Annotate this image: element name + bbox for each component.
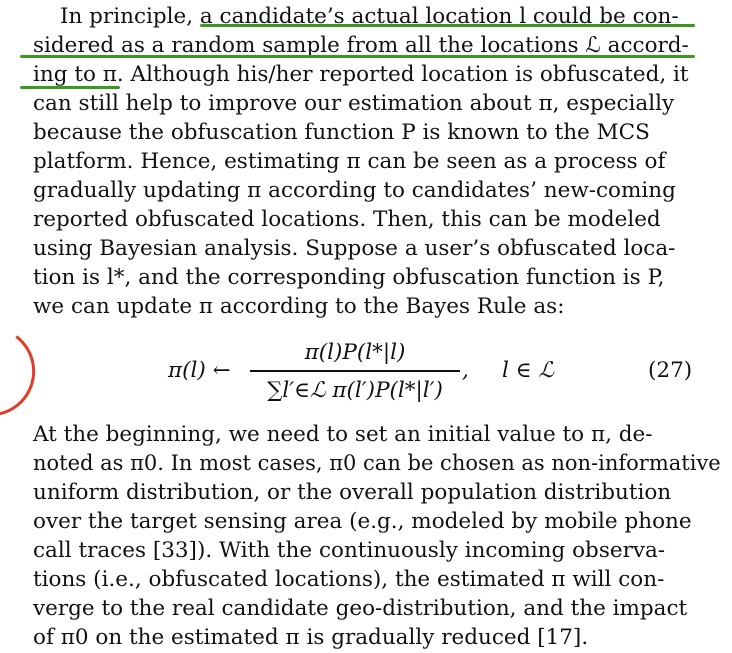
p1-line-3: ing to π. Although his/her reported loca… — [33, 62, 689, 87]
bayes-equation: π(l) ← π(l)P(l*|l) ∑l′∈ℒ π(l′)P(l*|l′) ,… — [0, 338, 732, 408]
p1-line-4: can still help to improve our estimation… — [33, 91, 675, 116]
p2-line-7: verge to the real candidate geo-distribu… — [33, 596, 688, 621]
highlight-underline-3 — [20, 86, 120, 89]
equation-lhs: π(l) ← — [168, 358, 231, 383]
p1-line-11: we can update π according to the Bayes R… — [33, 294, 565, 319]
equation-denominator: ∑l′∈ℒ π(l′)P(l*|l′) — [267, 377, 443, 403]
p1-line-7: gradually updating π according to candid… — [33, 178, 676, 203]
p1-line-5: because the obfuscation function P is kn… — [33, 120, 650, 145]
p1-line-8: reported obfuscated locations. Then, thi… — [33, 207, 661, 232]
equation-comma: , — [462, 358, 469, 383]
fraction-bar — [250, 370, 460, 372]
p2-line-8: of π0 on the estimated π is gradually re… — [33, 625, 589, 650]
p2-line-2: noted as π0. In most cases, π0 can be ch… — [33, 451, 721, 475]
p2-line-6: tions (i.e., obfuscated locations), the … — [33, 567, 665, 592]
p1-line-2: sidered as a random sample from all the … — [33, 33, 689, 58]
highlight-underline-1 — [200, 24, 695, 27]
equation-fraction: π(l)P(l*|l) ∑l′∈ℒ π(l′)P(l*|l′) — [250, 338, 460, 406]
equation-condition: l ∈ ℒ — [502, 358, 554, 383]
p1-line-10: tion is l*, and the corresponding obfusc… — [33, 265, 665, 290]
equation-numerator: π(l)P(l*|l) — [304, 340, 406, 365]
p1-line-9: using Bayesian analysis. Suppose a user’… — [33, 236, 676, 261]
p2-line-3: uniform distribution, or the overall pop… — [33, 480, 672, 505]
equation-number: (27) — [648, 358, 693, 383]
p2-line-4: over the target sensing area (e.g., mode… — [33, 509, 692, 534]
p1-line-6: platform. Hence, estimating π can be see… — [33, 149, 666, 174]
highlight-underline-2 — [20, 55, 695, 58]
p2-line-1: At the beginning, we need to set an init… — [33, 422, 653, 447]
p2-line-5: call traces [33]). With the continuously… — [33, 538, 666, 563]
